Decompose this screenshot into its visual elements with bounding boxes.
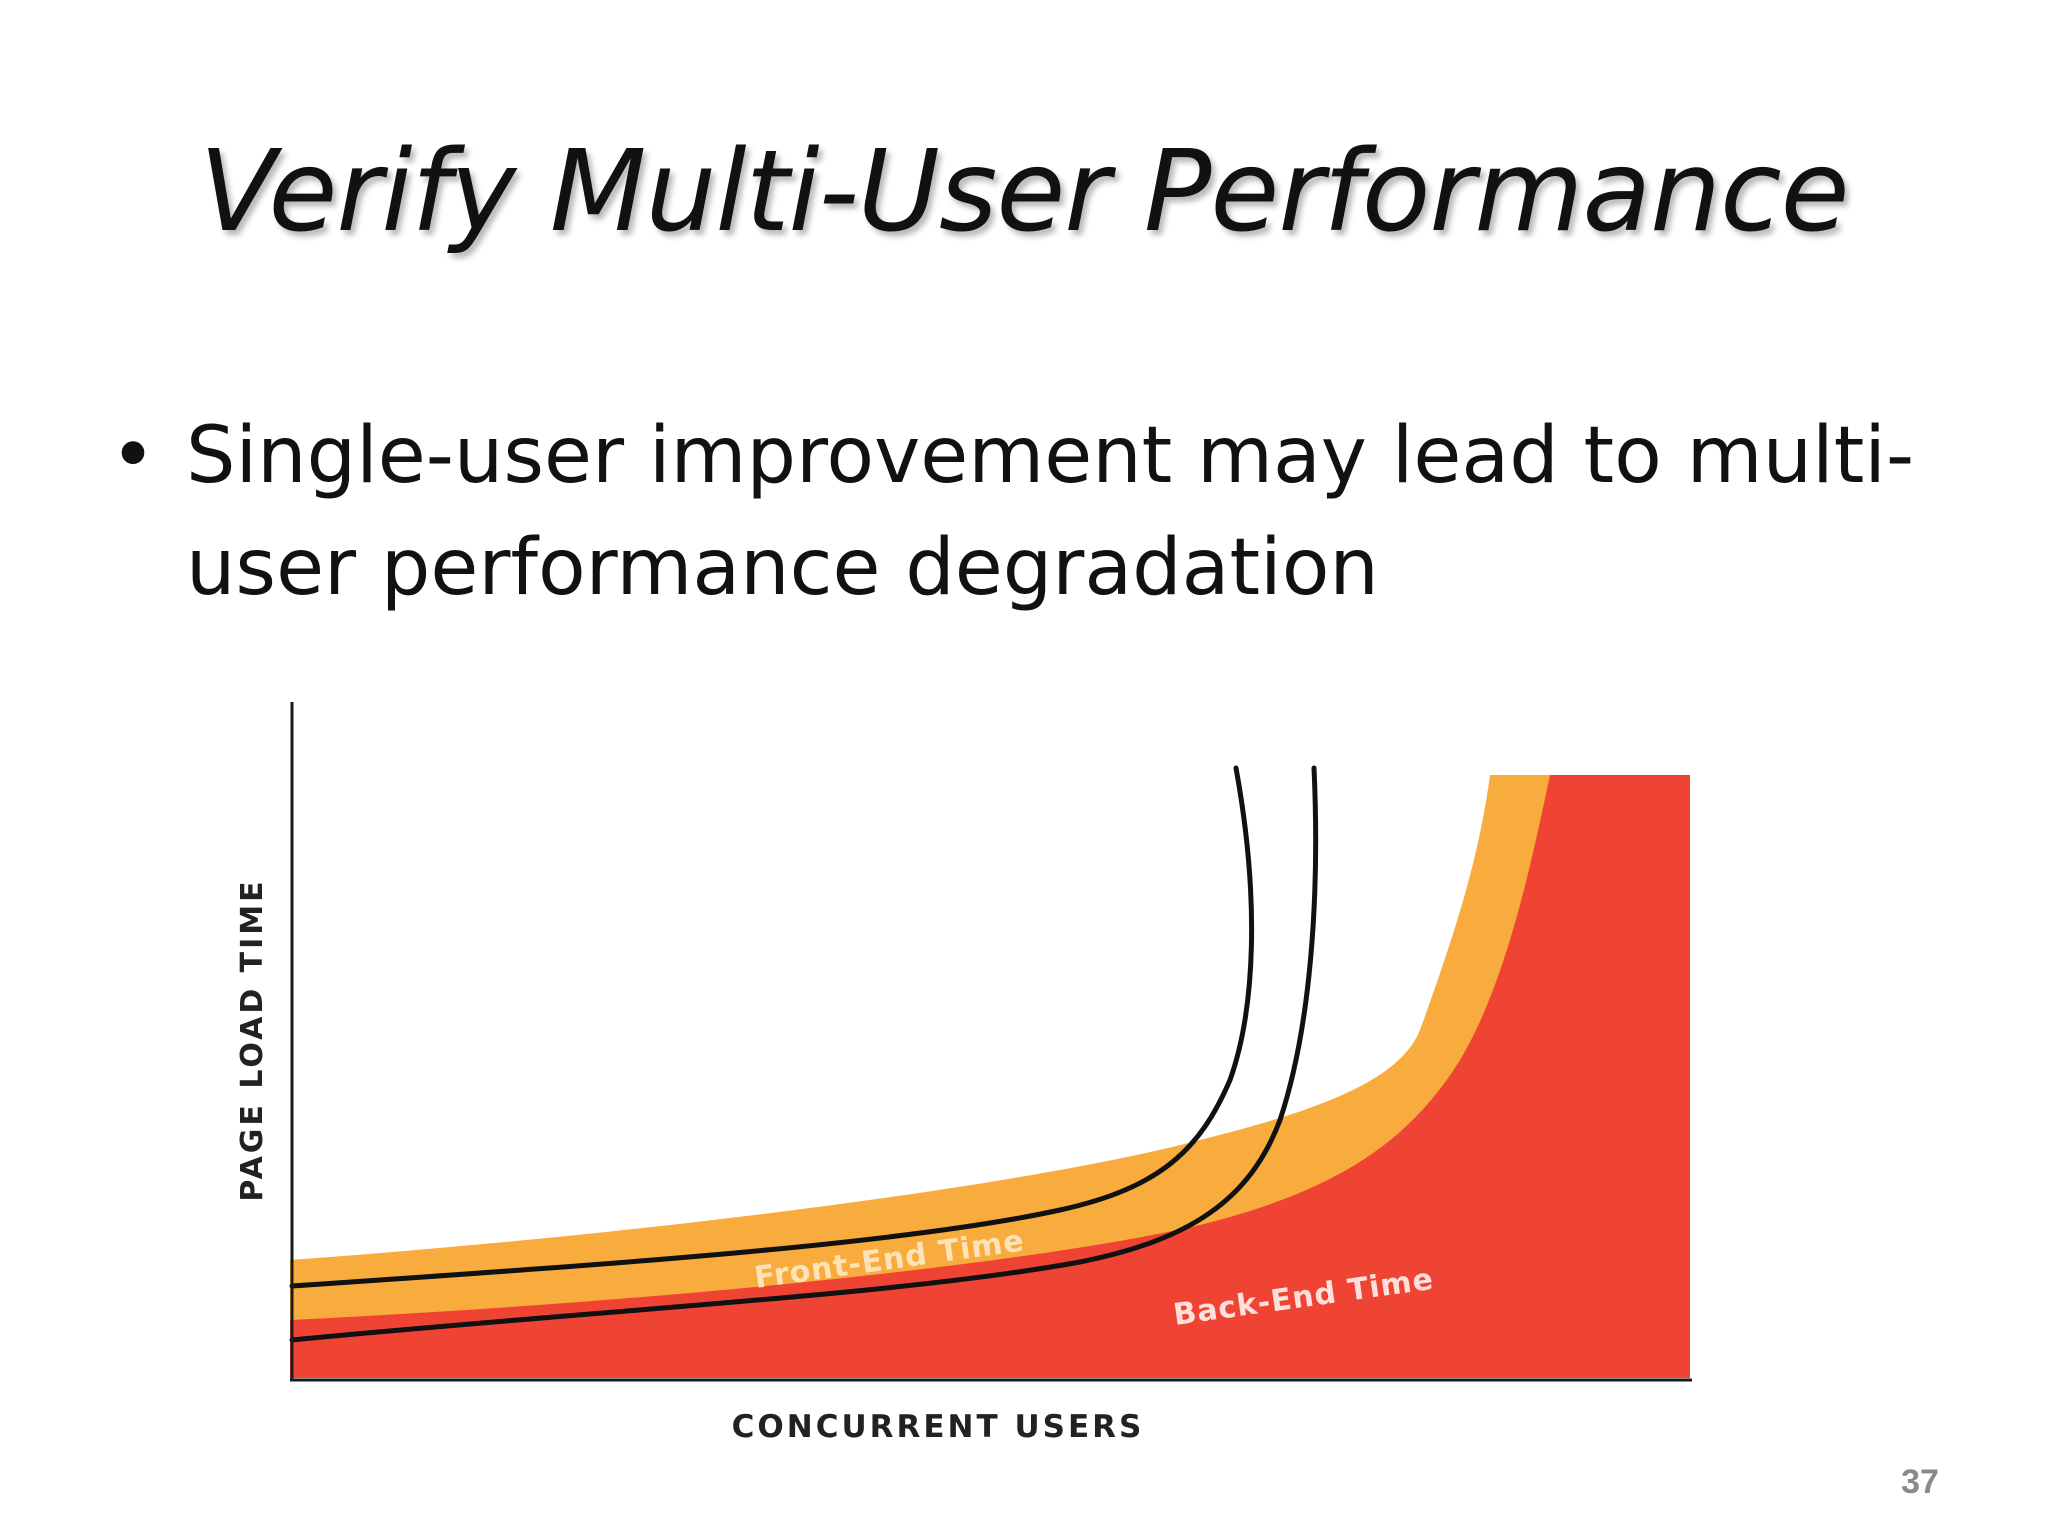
page-number: 37 xyxy=(1901,1463,1939,1501)
slide-title: Verify Multi-User Performance xyxy=(199,127,1849,257)
bullet-dot-icon: • xyxy=(110,411,157,501)
back-end-area xyxy=(290,775,1690,1378)
x-axis-label: CONCURRENT USERS xyxy=(732,1409,1145,1445)
curve-before xyxy=(289,765,1255,1289)
y-axis-label: PAGE LOAD TIME xyxy=(235,878,270,1201)
bullet-text: Single-user improvement may lead to mult… xyxy=(186,411,1915,613)
curve-after xyxy=(289,765,1319,1343)
